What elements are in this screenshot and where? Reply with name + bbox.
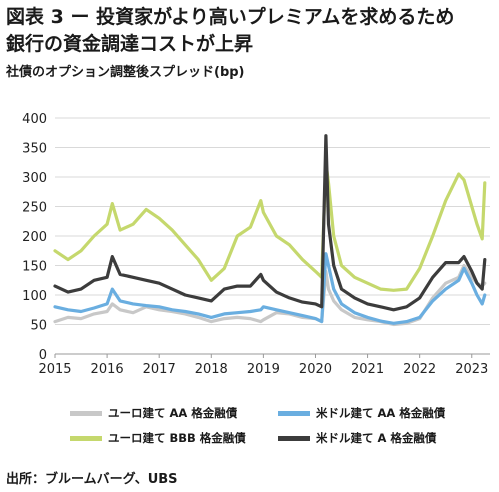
x-tick-label: 2023 xyxy=(455,362,488,377)
legend-swatch-eur-bbb xyxy=(70,435,102,441)
y-tick-label: 400 xyxy=(22,112,47,127)
legend-item-usd-a: 米ドル建て A 格金融債 xyxy=(278,430,436,446)
chart-title-line2: 銀行の資金調達コストが上昇 xyxy=(6,33,254,55)
legend-label-usd-aa: 米ドル建て AA 格金融債 xyxy=(316,406,446,420)
y-tick-label: 350 xyxy=(22,142,47,157)
y-tick-label: 150 xyxy=(22,260,47,275)
legend-label-usd-a: 米ドル建て A 格金融債 xyxy=(316,431,437,445)
y-tick-label: 250 xyxy=(22,201,47,216)
x-tick-label: 2022 xyxy=(403,362,436,377)
x-tick-label: 2018 xyxy=(195,362,228,377)
series-line-1 xyxy=(53,252,487,325)
chart-title-line1: 図表 3 ー 投資家がより高いプレミアムを求めるため xyxy=(6,6,455,28)
x-tick-label: 2017 xyxy=(143,362,176,377)
x-tick-label: 2015 xyxy=(38,362,71,377)
legend-swatch-usd-a xyxy=(278,435,310,441)
legend-swatch-usd-aa xyxy=(278,410,310,416)
legend-label-eur-aa: ユーロ建て AA 格金融債 xyxy=(108,406,238,420)
y-axis-label: 社債のオプション調整後スプレッド(bp) xyxy=(6,65,245,80)
x-tick-label: 2020 xyxy=(299,362,332,377)
legend-label-eur-bbb: ユーロ建て BBB 格金融債 xyxy=(108,431,246,445)
series-line-3 xyxy=(53,134,487,312)
y-tick-label: 100 xyxy=(22,289,47,304)
legend-swatch-eur-aa xyxy=(70,410,102,416)
y-tick-label: 0 xyxy=(39,348,47,363)
x-tick-label: 2016 xyxy=(91,362,124,377)
y-tick-label: 50 xyxy=(30,319,47,334)
legend-item-usd-aa: 米ドル建て AA 格金融債 xyxy=(278,405,445,421)
series-line-2 xyxy=(53,160,487,292)
source-note: 出所：ブルームバーグ、UBS xyxy=(6,472,178,487)
y-tick-label: 200 xyxy=(22,230,47,245)
x-tick-label: 2021 xyxy=(351,362,384,377)
legend-item-eur-bbb: ユーロ建て BBB 格金融債 xyxy=(70,430,246,446)
y-tick-label: 300 xyxy=(22,171,47,186)
x-tick-label: 2019 xyxy=(247,362,280,377)
legend-item-eur-aa: ユーロ建て AA 格金融債 xyxy=(70,405,237,421)
